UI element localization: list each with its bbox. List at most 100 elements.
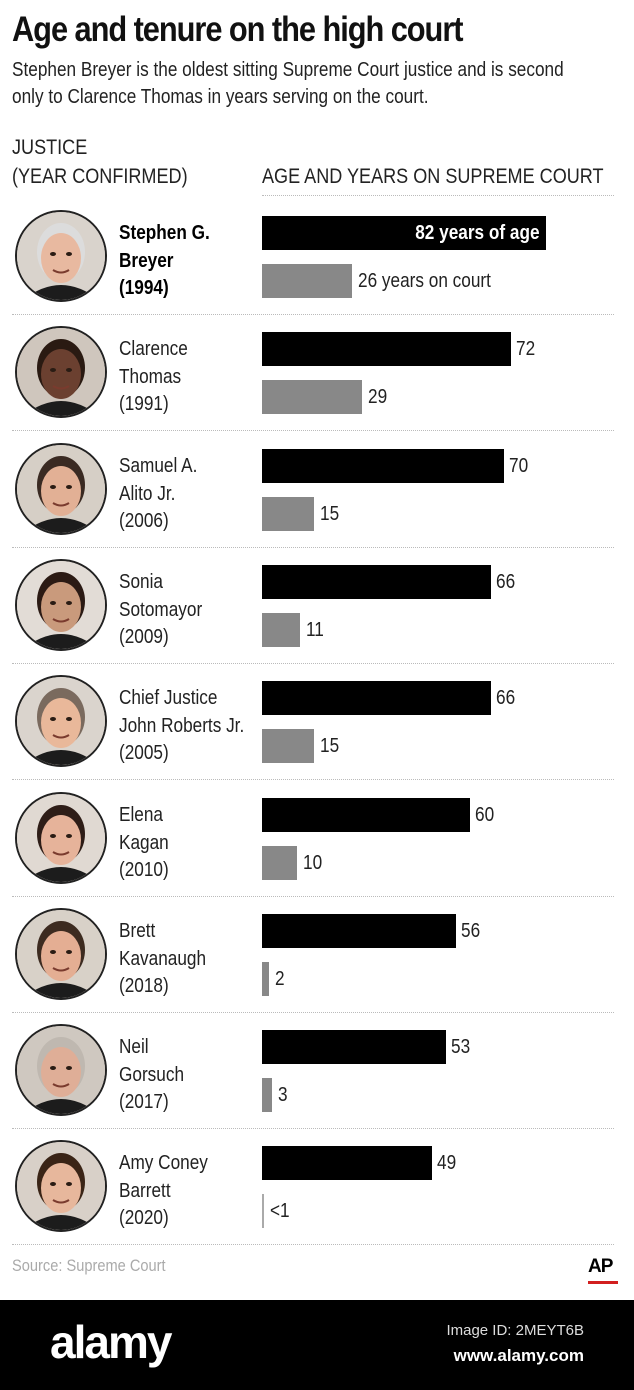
justice-name: Chief Justice John Roberts Jr. (2005) bbox=[119, 685, 244, 768]
tenure-label: <1 bbox=[270, 1200, 290, 1222]
tenure-label: 15 bbox=[320, 735, 340, 757]
row-divider bbox=[12, 663, 614, 664]
justice-row: Sonia Sotomayor (2009) 66 11 bbox=[0, 547, 634, 664]
justice-portrait-icon bbox=[15, 908, 107, 1000]
tenure-bar bbox=[262, 962, 269, 996]
age-bar bbox=[262, 681, 491, 715]
tenure-label: 11 bbox=[306, 619, 324, 641]
chart-title: Age and tenure on the high court bbox=[12, 10, 464, 49]
justice-row: Elena Kagan (2010) 60 10 bbox=[0, 780, 634, 897]
justice-header-line2: (YEAR CONFIRMED) bbox=[12, 165, 188, 188]
justice-name: Brett Kavanaugh (2018) bbox=[119, 918, 206, 1001]
age-bar bbox=[262, 1030, 446, 1064]
header-divider bbox=[262, 195, 614, 196]
justice-name: Stephen G. Breyer (1994) bbox=[119, 220, 210, 303]
justice-row: Chief Justice John Roberts Jr. (2005) 66 15 bbox=[0, 663, 634, 780]
tenure-label: 10 bbox=[303, 852, 323, 874]
justice-row: Brett Kavanaugh (2018) 56 2 bbox=[0, 896, 634, 1013]
name-line: Barrett bbox=[119, 1179, 171, 1202]
justice-row: Samuel A. Alito Jr. (2006) 70 15 bbox=[0, 431, 634, 548]
justice-name: Clarence Thomas (1991) bbox=[119, 336, 188, 419]
justice-row: Neil Gorsuch (2017) 53 3 bbox=[0, 1012, 634, 1129]
tenure-bar bbox=[262, 497, 314, 531]
age-bar bbox=[262, 798, 470, 832]
name-line: Stephen G. bbox=[119, 222, 210, 244]
name-line: Samuel A. bbox=[119, 455, 198, 477]
year-confirmed: (2010) bbox=[119, 859, 169, 881]
name-line: Amy Coney bbox=[119, 1152, 208, 1174]
justice-name: Elena Kagan (2010) bbox=[119, 802, 169, 885]
tenure-label: 15 bbox=[320, 503, 340, 525]
age-label: 60 bbox=[475, 804, 495, 826]
justice-row: Clarence Thomas (1991) 72 29 bbox=[0, 314, 634, 431]
name-line: Elena bbox=[119, 804, 163, 826]
row-divider bbox=[12, 547, 614, 548]
ap-logo: AP bbox=[588, 1256, 613, 1277]
tenure-bar bbox=[262, 846, 297, 880]
tenure-bar bbox=[262, 729, 314, 763]
age-label: 56 bbox=[461, 920, 481, 942]
justice-portrait-icon bbox=[15, 675, 107, 767]
ap-logo-underline bbox=[588, 1281, 618, 1284]
age-label: 72 bbox=[516, 338, 536, 360]
justice-portrait-icon bbox=[15, 326, 107, 418]
alamy-brand: alamy bbox=[50, 1316, 172, 1368]
justice-portrait-icon bbox=[15, 1140, 107, 1232]
row-divider bbox=[12, 1012, 614, 1013]
row-divider bbox=[12, 430, 614, 431]
justice-portrait-icon bbox=[15, 792, 107, 884]
year-confirmed: (2009) bbox=[119, 626, 169, 648]
name-line: Gorsuch bbox=[119, 1063, 185, 1086]
name-line: Breyer bbox=[119, 249, 174, 272]
tenure-label: 3 bbox=[278, 1084, 288, 1106]
name-line: Kavanaugh bbox=[119, 947, 207, 970]
year-confirmed: (2006) bbox=[119, 510, 169, 532]
name-line: Chief Justice bbox=[119, 687, 218, 709]
justice-name: Neil Gorsuch (2017) bbox=[119, 1034, 184, 1117]
age-label: 82 years of age bbox=[415, 222, 540, 244]
name-line: Sonia bbox=[119, 571, 163, 593]
age-bar bbox=[262, 332, 511, 366]
name-line: Kagan bbox=[119, 831, 169, 854]
source-note: Source: Supreme Court bbox=[12, 1256, 166, 1275]
name-line: Neil bbox=[119, 1036, 149, 1058]
justice-portrait-icon bbox=[15, 559, 107, 651]
tenure-bar bbox=[262, 613, 300, 647]
chart-column-header: AGE AND YEARS ON SUPREME COURT bbox=[262, 165, 604, 188]
alamy-site: www.alamy.com bbox=[453, 1346, 584, 1365]
year-confirmed: (1994) bbox=[119, 277, 169, 299]
age-bar bbox=[262, 449, 504, 483]
row-divider bbox=[12, 314, 614, 315]
row-divider bbox=[12, 896, 614, 897]
justice-column-header: JUSTICE (YEAR CONFIRMED) bbox=[12, 133, 188, 191]
name-line: Brett bbox=[119, 920, 156, 942]
year-confirmed: (2018) bbox=[119, 975, 169, 997]
age-bar bbox=[262, 565, 491, 599]
age-label: 49 bbox=[437, 1152, 457, 1174]
year-confirmed: (2017) bbox=[119, 1091, 169, 1113]
row-divider bbox=[12, 1128, 614, 1129]
justice-portrait-icon bbox=[15, 1024, 107, 1116]
age-label: 70 bbox=[509, 455, 529, 477]
tenure-label: 2 bbox=[275, 968, 285, 990]
justice-row: Amy Coney Barrett (2020) 49 <1 bbox=[0, 1128, 634, 1245]
name-line: Clarence bbox=[119, 338, 188, 360]
row-divider bbox=[12, 779, 614, 780]
tenure-bar bbox=[262, 264, 352, 298]
tenure-bar bbox=[262, 1194, 264, 1228]
row-divider bbox=[12, 1244, 614, 1245]
chart-subtitle: Stephen Breyer is the oldest sitting Sup… bbox=[12, 59, 564, 108]
name-line: Thomas bbox=[119, 365, 182, 388]
justice-row: Stephen G. Breyer (1994) 82 years of age 26 … bbox=[0, 198, 634, 315]
tenure-bar bbox=[262, 380, 362, 414]
justice-portrait-icon bbox=[15, 210, 107, 302]
tenure-bar bbox=[262, 1078, 272, 1112]
year-confirmed: (1991) bbox=[119, 393, 169, 415]
justice-name: Sonia Sotomayor (2009) bbox=[119, 569, 202, 652]
age-label: 66 bbox=[496, 687, 516, 709]
year-confirmed: (2020) bbox=[119, 1207, 169, 1229]
age-bar bbox=[262, 216, 546, 250]
image-id: Image ID: 2MEYT6B bbox=[446, 1322, 584, 1339]
age-label: 53 bbox=[451, 1036, 471, 1058]
age-label: 66 bbox=[496, 571, 516, 593]
